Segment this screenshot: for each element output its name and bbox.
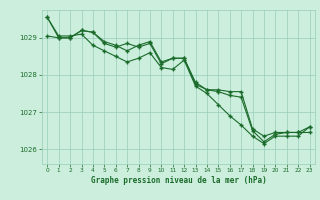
X-axis label: Graphe pression niveau de la mer (hPa): Graphe pression niveau de la mer (hPa) [91,176,266,185]
